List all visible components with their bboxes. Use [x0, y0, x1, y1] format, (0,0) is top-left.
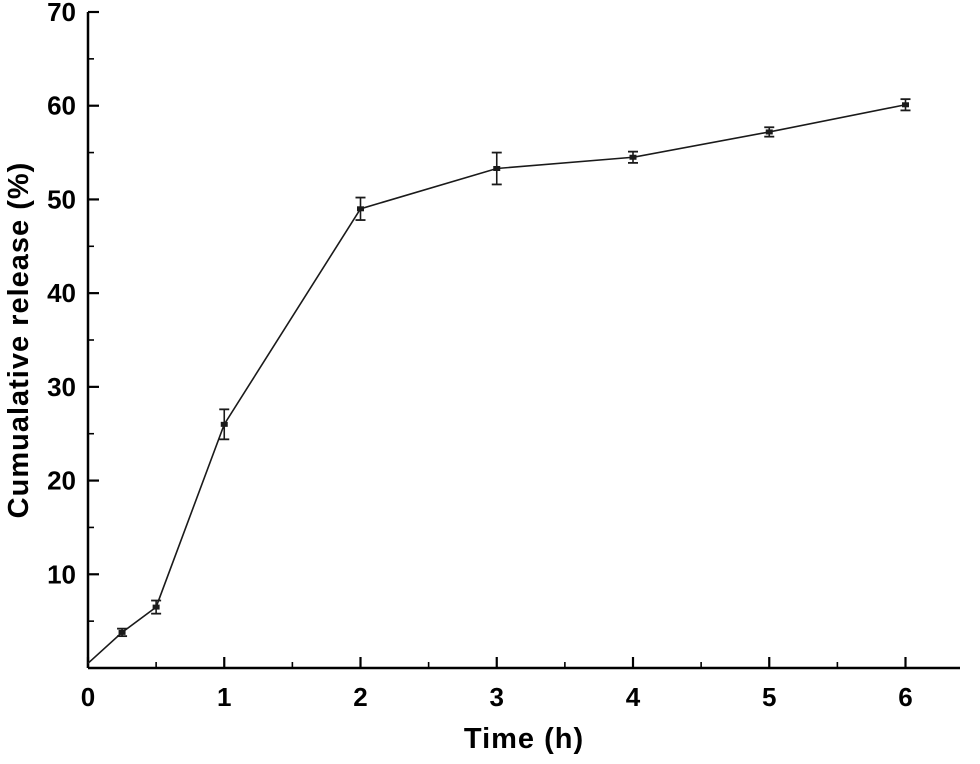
x-tick-label: 3 — [490, 682, 504, 712]
x-tick-label: 6 — [898, 682, 912, 712]
plot-area: 0 1 2 3 4 5 6 10 20 30 40 50 60 70 — [47, 0, 960, 712]
data-point-marker — [629, 154, 637, 160]
x-tick-label: 0 — [81, 682, 95, 712]
data-point-marker — [493, 166, 501, 172]
series-line — [87, 103, 906, 664]
y-tick-label: 10 — [47, 559, 76, 589]
x-axis-title: Time (h) — [464, 723, 584, 755]
data-point-marker — [152, 604, 160, 610]
data-point-marker — [118, 629, 126, 635]
y-axis-title: Cumualative release (%) — [3, 162, 35, 519]
x-tick-label: 1 — [217, 682, 231, 712]
x-tick-label: 4 — [626, 682, 641, 712]
data-point-marker — [357, 206, 364, 212]
y-tick-label: 50 — [47, 184, 76, 214]
data-point-marker — [902, 102, 909, 108]
y-tick-label: 20 — [47, 466, 76, 496]
data-point-marker — [220, 421, 228, 427]
y-tick-label: 40 — [47, 278, 76, 308]
x-tick-label: 2 — [353, 682, 367, 712]
y-tick-label: 70 — [47, 0, 76, 27]
x-tick-label: 5 — [762, 682, 776, 712]
data-point-marker — [765, 129, 773, 135]
y-tick-label: 60 — [47, 91, 76, 121]
y-tick-label: 30 — [47, 372, 76, 402]
